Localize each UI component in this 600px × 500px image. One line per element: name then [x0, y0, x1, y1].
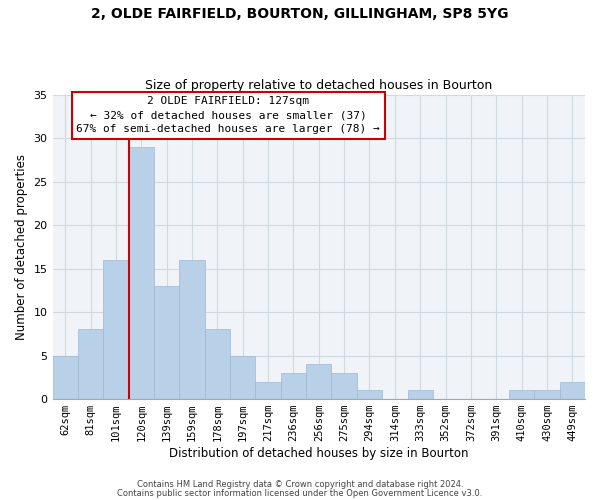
Bar: [78, 330, 103, 399]
Title: Size of property relative to detached houses in Bourton: Size of property relative to detached ho…: [145, 79, 493, 92]
Bar: [331, 373, 357, 399]
Bar: [560, 382, 585, 399]
Bar: [154, 286, 179, 399]
Text: 2 OLDE FAIRFIELD: 127sqm
← 32% of detached houses are smaller (37)
67% of semi-d: 2 OLDE FAIRFIELD: 127sqm ← 32% of detach…: [76, 96, 380, 134]
Bar: [179, 260, 205, 399]
Bar: [407, 390, 433, 399]
Bar: [534, 390, 560, 399]
Bar: [205, 330, 230, 399]
Bar: [230, 356, 256, 399]
Bar: [357, 390, 382, 399]
Bar: [128, 147, 154, 399]
Bar: [256, 382, 281, 399]
Y-axis label: Number of detached properties: Number of detached properties: [15, 154, 28, 340]
Bar: [281, 373, 306, 399]
Bar: [306, 364, 331, 399]
Text: Contains public sector information licensed under the Open Government Licence v3: Contains public sector information licen…: [118, 488, 482, 498]
Bar: [509, 390, 534, 399]
Text: 2, OLDE FAIRFIELD, BOURTON, GILLINGHAM, SP8 5YG: 2, OLDE FAIRFIELD, BOURTON, GILLINGHAM, …: [91, 8, 509, 22]
Bar: [103, 260, 128, 399]
X-axis label: Distribution of detached houses by size in Bourton: Distribution of detached houses by size …: [169, 447, 469, 460]
Text: Contains HM Land Registry data © Crown copyright and database right 2024.: Contains HM Land Registry data © Crown c…: [137, 480, 463, 489]
Bar: [53, 356, 78, 399]
